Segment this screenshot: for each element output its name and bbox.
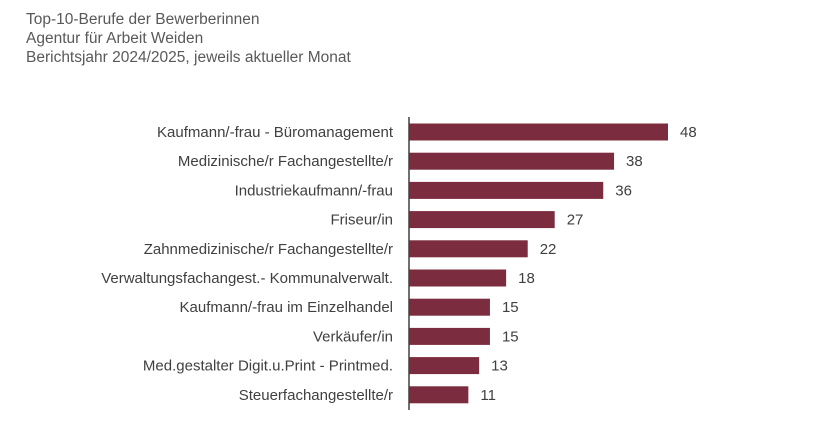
- category-label: Kaufmann/-frau im Einzelhandel: [180, 299, 393, 316]
- data-label: 13: [491, 358, 508, 375]
- bar: [409, 357, 480, 375]
- category-label: Zahnmedizinische/r Fachangestellte/r: [144, 241, 393, 258]
- category-label: Med.gestalter Digit.u.Print - Printmed.: [143, 358, 393, 375]
- category-label: Verwaltungsfachangest.- Kommunalverwalt.: [101, 270, 393, 287]
- category-label: Friseur/in: [330, 212, 393, 229]
- bar: [409, 152, 615, 170]
- chart-title: Top-10-Berufe der Bewerberinnen: [26, 11, 260, 28]
- bar: [409, 298, 490, 316]
- category-label: Verkäufer/in: [313, 328, 393, 345]
- bar: [409, 211, 555, 229]
- bar: [409, 269, 507, 287]
- data-label: 36: [615, 182, 632, 199]
- data-label: 15: [502, 299, 519, 316]
- category-label: Medizinische/r Fachangestellte/r: [178, 153, 393, 170]
- chart-subtitle-period: Berichtsjahr 2024/2025, jeweils aktuelle…: [26, 49, 351, 66]
- category-label: Kaufmann/-frau - Büromanagement: [157, 124, 394, 141]
- chart-subtitle-agency: Agentur für Arbeit Weiden: [26, 30, 204, 47]
- data-label: 11: [480, 387, 496, 404]
- category-label: Steuerfachangestellte/r: [239, 387, 393, 404]
- bar: [409, 386, 469, 404]
- bar: [409, 240, 528, 258]
- data-label: 15: [502, 328, 519, 345]
- bar: [409, 123, 668, 141]
- data-label: 48: [680, 124, 697, 141]
- bar: [409, 327, 490, 345]
- category-label: Industriekaufmann/-frau: [235, 182, 393, 199]
- data-label: 27: [567, 212, 584, 229]
- data-label: 38: [626, 153, 643, 170]
- data-label: 22: [540, 241, 557, 258]
- data-label: 18: [518, 270, 535, 287]
- bar: [409, 181, 604, 199]
